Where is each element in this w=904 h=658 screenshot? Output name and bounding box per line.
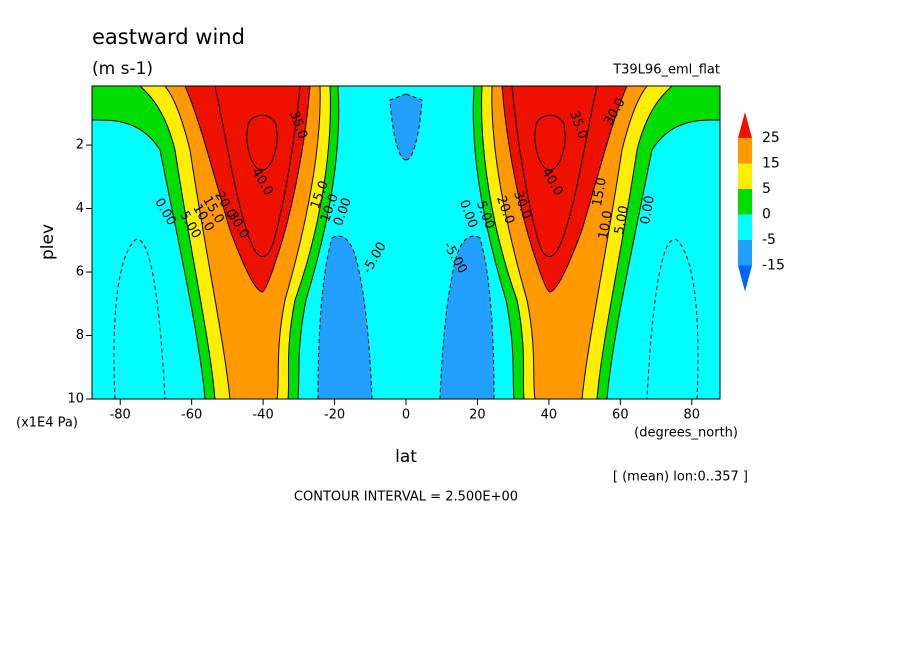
x-tick-label: -40	[252, 408, 273, 423]
contour-interval: CONTOUR INTERVAL = 2.500E+00	[294, 490, 518, 505]
colorbar-label: 0	[762, 207, 771, 223]
y-tick-label: 6	[76, 265, 84, 280]
x-tick-label: 20	[469, 408, 486, 423]
contour-lines	[405, 86, 720, 399]
x-tick-label: -20	[324, 408, 345, 423]
region	[185, 86, 310, 292]
region	[318, 236, 372, 399]
y-tick-label: 2	[76, 138, 84, 153]
colorbar-label: 5	[762, 181, 771, 197]
subtitle: (m s-1)	[92, 59, 153, 79]
half-field	[92, 86, 407, 399]
chart-title: eastward wind	[92, 25, 245, 49]
colorbar-box	[738, 138, 752, 164]
colorbar-cap	[738, 265, 752, 292]
colorbar-label: 15	[762, 156, 780, 172]
x-unit: (degrees_north)	[634, 426, 738, 441]
colorbar-label: -15	[762, 258, 785, 274]
x-tick-label: 40	[541, 408, 558, 423]
region	[390, 94, 406, 160]
contour-field	[92, 86, 720, 399]
region	[440, 236, 494, 399]
colorbar-cap	[738, 112, 752, 138]
colorbar-box	[738, 189, 752, 215]
x-tick-label: -60	[181, 408, 202, 423]
x-tick-label: -80	[110, 408, 131, 423]
region	[502, 86, 627, 292]
contour-label: 10.0	[596, 209, 616, 240]
x-axis-label: lat	[395, 447, 417, 467]
colorbar-box	[738, 214, 752, 240]
y-tick-label: 4	[76, 201, 84, 216]
experiment-label: T39L96_eml_flat	[612, 63, 720, 78]
y-tick-label: 8	[76, 328, 84, 343]
colorbar-box	[738, 240, 752, 266]
contour-lines	[92, 86, 407, 399]
contour-label: 0.00	[638, 194, 658, 225]
x-tick-label: 0	[402, 408, 410, 423]
half-field	[405, 86, 720, 399]
y-unit: (x1E4 Pa)	[16, 416, 78, 431]
contour-label: 15.0	[590, 176, 610, 207]
colorbar-label: 25	[762, 130, 780, 146]
y-axis-label: plev	[38, 224, 58, 260]
y-tick-label: 10	[67, 392, 84, 407]
mean-note: [ (mean) lon:0..357 ]	[613, 470, 748, 485]
colorbar-box	[738, 163, 752, 189]
x-tick-label: 60	[612, 408, 629, 423]
x-tick-label: 80	[684, 408, 701, 423]
region	[406, 94, 422, 160]
contour-label: 5.00	[612, 204, 632, 235]
colorbar-label: -5	[762, 232, 776, 248]
